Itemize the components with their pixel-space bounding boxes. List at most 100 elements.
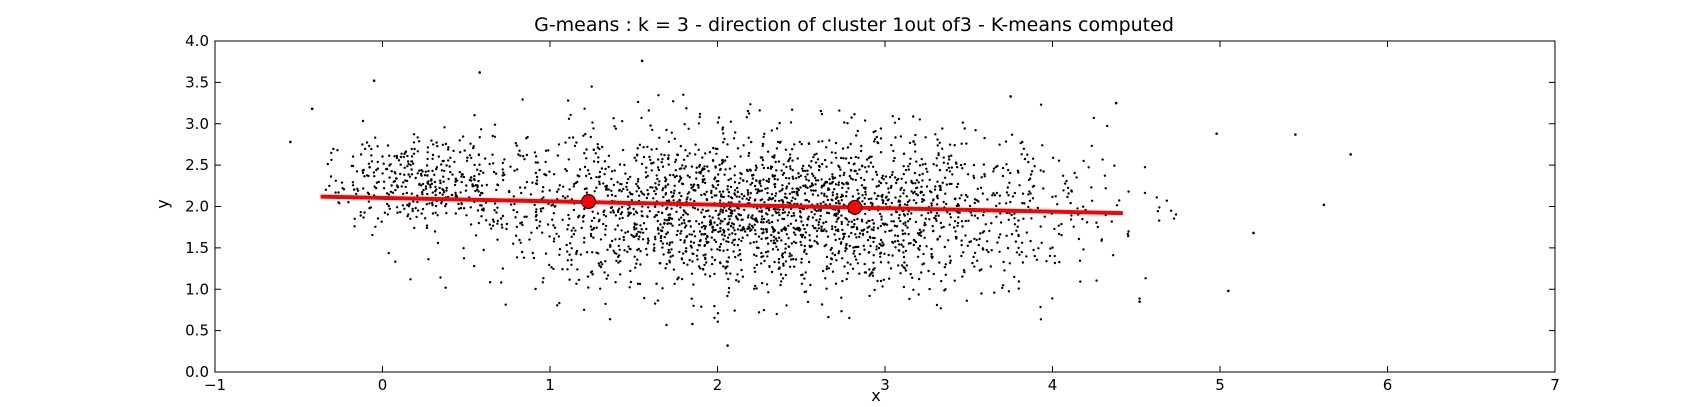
data-point bbox=[726, 188, 729, 191]
data-point bbox=[858, 252, 861, 256]
data-point bbox=[931, 255, 934, 259]
data-point bbox=[737, 280, 740, 283]
data-point bbox=[654, 192, 657, 196]
data-point bbox=[753, 199, 757, 202]
data-point bbox=[934, 185, 937, 188]
data-point bbox=[1051, 195, 1054, 199]
data-point bbox=[786, 201, 789, 204]
data-point bbox=[609, 245, 612, 248]
data-point bbox=[903, 261, 906, 264]
data-point bbox=[775, 127, 779, 130]
data-point bbox=[640, 190, 643, 193]
data-point bbox=[362, 187, 365, 190]
data-point bbox=[791, 159, 794, 162]
data-point bbox=[610, 189, 613, 192]
data-point bbox=[713, 238, 716, 242]
data-point bbox=[921, 179, 924, 182]
data-point bbox=[686, 263, 689, 266]
data-point bbox=[394, 172, 397, 175]
data-point bbox=[472, 145, 475, 148]
data-point bbox=[425, 224, 429, 227]
data-point bbox=[741, 197, 744, 200]
data-point bbox=[799, 240, 802, 244]
data-point bbox=[1010, 233, 1014, 236]
data-point bbox=[736, 186, 739, 190]
data-point bbox=[956, 224, 959, 228]
data-point bbox=[774, 160, 777, 164]
data-point bbox=[482, 171, 485, 174]
data-point bbox=[696, 258, 699, 261]
data-point bbox=[1114, 101, 1118, 105]
data-point bbox=[868, 235, 872, 239]
data-point bbox=[719, 210, 722, 213]
data-point bbox=[1079, 280, 1082, 283]
data-point bbox=[341, 187, 344, 190]
data-point bbox=[416, 200, 419, 204]
data-point bbox=[837, 229, 840, 233]
data-point bbox=[831, 270, 835, 273]
data-point bbox=[924, 136, 927, 139]
data-point bbox=[717, 173, 720, 176]
data-point bbox=[660, 211, 664, 214]
data-point bbox=[514, 234, 518, 237]
data-point bbox=[816, 179, 820, 182]
data-point bbox=[815, 152, 818, 155]
data-point bbox=[779, 273, 783, 276]
data-point bbox=[426, 157, 429, 161]
data-point bbox=[425, 164, 429, 167]
data-point bbox=[726, 294, 729, 298]
data-point bbox=[733, 243, 736, 246]
data-point bbox=[558, 253, 561, 256]
data-point bbox=[667, 140, 671, 143]
data-point bbox=[902, 245, 905, 248]
data-point bbox=[941, 181, 944, 184]
data-point bbox=[774, 237, 778, 240]
data-point bbox=[1294, 133, 1297, 136]
data-point bbox=[1045, 260, 1048, 263]
data-point bbox=[924, 223, 927, 226]
data-point bbox=[567, 117, 571, 121]
data-point bbox=[482, 248, 485, 252]
data-point bbox=[373, 185, 376, 188]
data-point bbox=[879, 127, 883, 130]
data-point bbox=[677, 218, 681, 221]
data-point bbox=[956, 221, 960, 225]
data-point bbox=[935, 164, 938, 167]
data-point bbox=[413, 147, 416, 151]
data-point bbox=[682, 209, 686, 212]
data-point bbox=[700, 226, 703, 229]
data-point bbox=[864, 166, 867, 169]
data-point bbox=[519, 241, 522, 244]
data-point bbox=[539, 207, 542, 210]
data-point bbox=[544, 173, 547, 176]
data-point bbox=[614, 194, 617, 198]
data-point bbox=[414, 176, 417, 180]
data-point bbox=[703, 181, 707, 185]
data-point bbox=[591, 273, 594, 276]
data-point bbox=[784, 192, 787, 195]
data-point bbox=[813, 226, 816, 230]
data-point bbox=[724, 266, 727, 269]
data-point bbox=[769, 197, 772, 200]
data-point bbox=[673, 282, 676, 285]
y-tick-label: 3.5 bbox=[185, 73, 209, 91]
data-point bbox=[965, 299, 968, 302]
data-point bbox=[721, 159, 724, 162]
data-point bbox=[925, 185, 929, 188]
data-point bbox=[667, 156, 670, 160]
data-point bbox=[963, 127, 966, 130]
data-point bbox=[790, 108, 794, 111]
data-point bbox=[946, 211, 949, 214]
data-point bbox=[747, 214, 750, 217]
data-point bbox=[784, 247, 787, 250]
data-point bbox=[1014, 240, 1018, 243]
data-point bbox=[825, 287, 828, 290]
data-point bbox=[928, 287, 931, 291]
data-point bbox=[476, 168, 479, 171]
data-point bbox=[781, 256, 785, 259]
data-point bbox=[642, 155, 646, 159]
data-point bbox=[912, 140, 915, 144]
data-point bbox=[639, 231, 642, 234]
data-point bbox=[696, 183, 699, 187]
data-point bbox=[567, 158, 570, 161]
